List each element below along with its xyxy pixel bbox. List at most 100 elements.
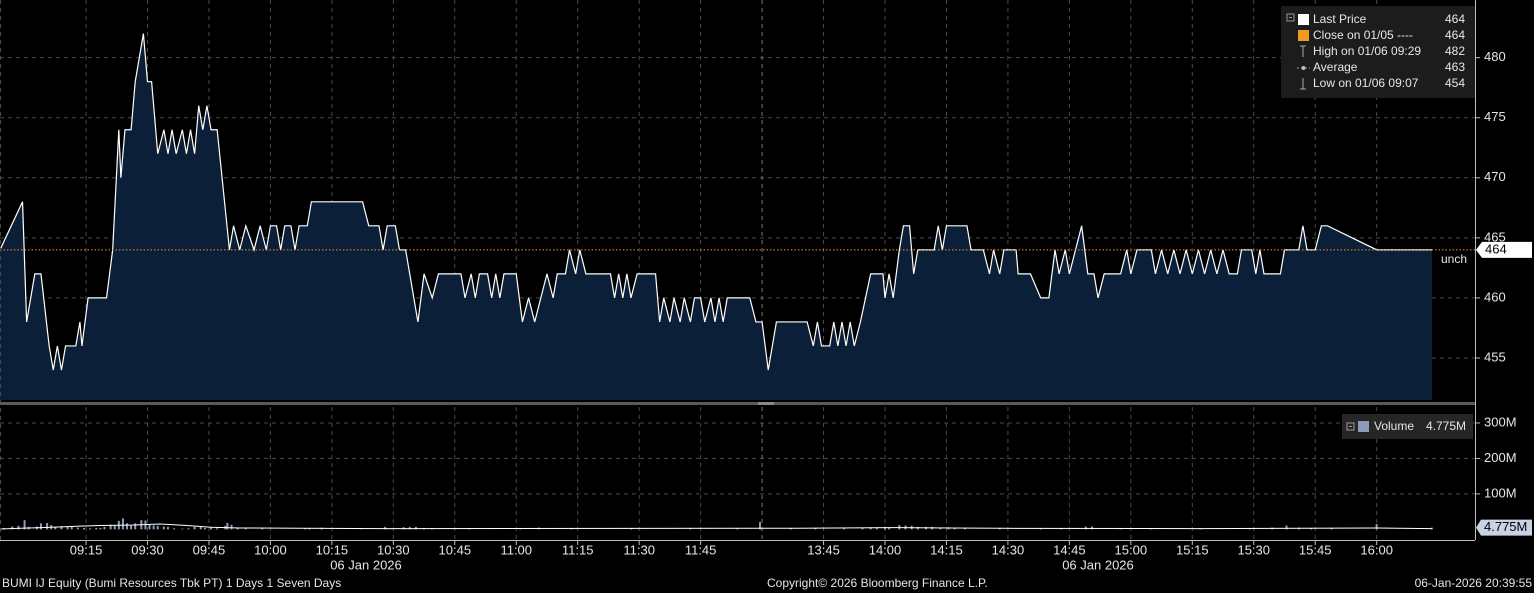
- volume-bar: [759, 521, 762, 530]
- y-tick-label: 460: [1484, 289, 1506, 304]
- x-tick-label: 16:00: [1360, 542, 1393, 557]
- volume-bar: [134, 523, 137, 530]
- legend-value: 464: [1445, 12, 1465, 26]
- x-tick-label: 14:15: [930, 542, 963, 557]
- volume-bar: [76, 527, 79, 530]
- volume-bar: [261, 528, 264, 530]
- legend-value: 454: [1445, 76, 1465, 90]
- volume-bar: [54, 527, 57, 530]
- last-volume-label: 4.775M: [1484, 519, 1527, 534]
- volume-bar: [869, 527, 872, 530]
- volume-bar: [1090, 526, 1093, 530]
- y-tick-label: 300M: [1484, 414, 1517, 429]
- x-tick-label: 15:15: [1176, 542, 1209, 557]
- legend-icon: [1300, 45, 1306, 57]
- legend-icon: [1300, 78, 1306, 90]
- volume-bar: [99, 527, 102, 530]
- axes: 455 460 465 470 475 480 100M 200M 300M 09:15 09:30…: [70, 49, 1532, 557]
- y-tick-label: 475: [1484, 109, 1506, 124]
- volume-bar: [121, 518, 124, 530]
- volume-bar: [187, 528, 190, 530]
- panel-divider: [0, 402, 1475, 405]
- legend-label: Low on 01/06 09:07: [1313, 76, 1419, 90]
- legend-collapse: [1346, 422, 1355, 431]
- price-area: [0, 33, 1432, 400]
- volume-bar: [60, 526, 63, 530]
- x-tick-label: 15:45: [1299, 542, 1332, 557]
- volume-bar: [888, 527, 891, 530]
- volume-bar: [210, 527, 213, 530]
- legend: Last Price 464 Close on 01/05 ---- 464 High …: [1281, 6, 1475, 98]
- volume-bar: [148, 524, 151, 530]
- y-tick-label: 470: [1484, 169, 1506, 184]
- volume-bar: [1330, 528, 1333, 530]
- volume-legend: Volume 4.775M: [1342, 414, 1473, 439]
- volume-bar: [130, 525, 133, 530]
- volume-bar: [236, 527, 239, 530]
- legend-label: High on 01/06 09:29: [1313, 44, 1421, 58]
- x-tick-label: 09:45: [193, 542, 226, 557]
- volume-bar: [162, 526, 165, 530]
- legend-icon: [1298, 30, 1309, 41]
- y-tick-label: 480: [1484, 49, 1506, 64]
- x-tick-label: 15:00: [1115, 542, 1148, 557]
- legend-value: 463: [1445, 60, 1465, 74]
- date-label: 06 Jan 2026: [330, 557, 402, 572]
- last-price-marker: [1476, 241, 1532, 258]
- volume-bar: [181, 528, 184, 530]
- y-tick-label: 465: [1484, 229, 1506, 244]
- volume-bar: [199, 526, 202, 530]
- last-price-label: 464: [1485, 241, 1507, 256]
- volume-bar: [414, 526, 417, 530]
- volume-bar: [82, 527, 85, 530]
- volume-bar: [963, 527, 966, 530]
- volume-bar: [193, 526, 196, 530]
- volume-bar: [953, 527, 956, 530]
- volume-bar: [1375, 524, 1378, 530]
- volume-bar: [95, 527, 98, 530]
- volume-bar: [875, 527, 878, 530]
- legend-value: 464: [1445, 28, 1465, 42]
- x-tick-label: 10:30: [377, 542, 410, 557]
- legend-value: 482: [1445, 44, 1465, 58]
- volume-bar: [789, 528, 792, 530]
- volume-bar: [166, 526, 169, 530]
- x-tick-label: 10:00: [254, 542, 287, 557]
- x-tick-label: 10:15: [316, 542, 349, 557]
- x-tick-label: 11:00: [500, 542, 532, 557]
- legend-label: Close on 01/05 ----: [1313, 28, 1413, 42]
- y-tick-label: 455: [1484, 349, 1506, 364]
- x-tick-label: 11:45: [685, 542, 717, 557]
- volume-bar: [23, 520, 26, 530]
- volume-bar: [861, 527, 864, 530]
- x-tick-label: 11:15: [562, 542, 594, 557]
- volume-bar: [70, 526, 73, 530]
- footer-security: BUMI IJ Equity (Bumi Resources Tbk PT) 1…: [2, 576, 341, 590]
- y-tick-label: 100M: [1484, 485, 1517, 500]
- x-tick-label: 11:30: [623, 542, 655, 557]
- volume-bar: [216, 528, 219, 530]
- x-tick-label: 15:30: [1237, 542, 1270, 557]
- legend-label: Volume: [1374, 419, 1414, 433]
- volume-bar: [408, 526, 411, 530]
- x-tick-label: 14:30: [992, 542, 1025, 557]
- volume-bar: [89, 528, 92, 530]
- legend-rows: Last Price 464 Close on 01/05 ---- 464 High …: [1313, 12, 1465, 90]
- legend-collapse: [1286, 13, 1295, 22]
- volume-bar: [109, 524, 112, 530]
- volume-bar: [126, 523, 129, 530]
- change-label: unch: [1441, 252, 1467, 266]
- volume-bar: [17, 525, 20, 530]
- legend-box: [1281, 6, 1475, 98]
- volume-average: [0, 523, 1432, 530]
- price-plot: [0, 33, 1475, 400]
- volume-bar: [46, 522, 49, 530]
- volume-bar: [1084, 526, 1087, 530]
- volume-bar: [103, 526, 106, 530]
- legend-icon: [1301, 66, 1306, 70]
- volume-bar: [843, 528, 846, 530]
- x-tick-label: 13:45: [807, 542, 840, 557]
- legend-icon: [1358, 421, 1369, 432]
- last-volume-marker: [1476, 519, 1532, 536]
